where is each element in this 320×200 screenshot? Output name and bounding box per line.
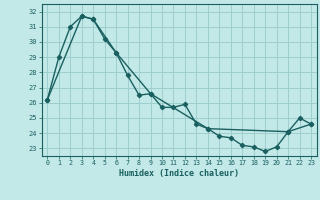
X-axis label: Humidex (Indice chaleur): Humidex (Indice chaleur) [119,169,239,178]
